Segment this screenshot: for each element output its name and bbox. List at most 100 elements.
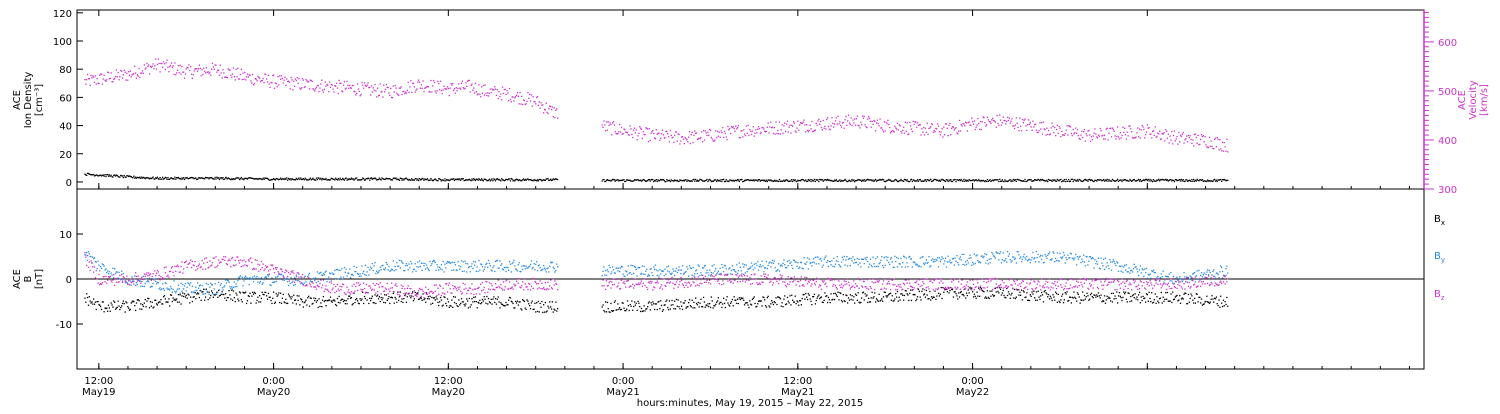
field-point-bx (172, 301, 173, 302)
field-point-bx (706, 305, 707, 306)
velocity-point (234, 76, 235, 77)
field-point-bx (180, 303, 181, 304)
field-point-by (691, 268, 692, 269)
field-point-by (86, 252, 87, 253)
field-point-by (249, 277, 250, 278)
field-point-bx (726, 299, 727, 300)
field-point-by (261, 277, 262, 278)
velocity-point (763, 128, 764, 129)
velocity-point (450, 83, 451, 84)
velocity-point (215, 65, 216, 66)
velocity-point (679, 143, 680, 144)
field-point-by (320, 272, 321, 273)
field-point-bx (1058, 294, 1059, 295)
field-point-by (190, 282, 191, 283)
velocity-point (779, 122, 780, 123)
field-point-by (422, 270, 423, 271)
field-point-by (653, 266, 654, 267)
field-point-by (734, 269, 735, 270)
velocity-point (1088, 130, 1089, 131)
field-point-bx (518, 304, 519, 305)
velocity-point (292, 89, 293, 90)
velocity-point (747, 133, 748, 134)
field-point-bx (1109, 298, 1110, 299)
velocity-point (602, 124, 603, 125)
field-point-bx (1030, 294, 1031, 295)
velocity-point (789, 127, 790, 128)
field-point-by (101, 268, 102, 269)
field-point-by (762, 265, 763, 266)
velocity-point (773, 133, 774, 134)
field-point-bx (969, 292, 970, 293)
velocity-point (833, 126, 834, 127)
field-point-bx (100, 306, 101, 307)
field-point-bx (1145, 302, 1146, 303)
date-tick-label: May20 (432, 387, 465, 398)
field-point-by (509, 261, 510, 262)
velocity-point (256, 80, 257, 81)
field-point-by (135, 285, 136, 286)
field-point-bx (806, 297, 807, 298)
field-point-by (747, 271, 748, 272)
velocity-point (283, 82, 284, 83)
field-point-bx (1086, 296, 1087, 297)
field-point-by (937, 257, 938, 258)
velocity-point (1031, 130, 1032, 131)
field-point-bx (618, 309, 619, 310)
velocity-point (1165, 129, 1166, 130)
velocity-point (774, 127, 775, 128)
density-point (1070, 181, 1071, 182)
field-point-by (140, 286, 141, 287)
field-point-by (396, 262, 397, 263)
density-point (316, 178, 317, 179)
velocity-point (243, 79, 244, 80)
field-point-bx (666, 299, 667, 300)
field-point-bx (765, 305, 766, 306)
velocity-point (867, 119, 868, 120)
field-point-bx (157, 304, 158, 305)
velocity-point (149, 73, 150, 74)
field-point-by (136, 282, 137, 283)
field-point-by (531, 260, 532, 261)
field-point-bx (164, 295, 165, 296)
field-point-bx (448, 301, 449, 302)
velocity-point (89, 78, 90, 79)
field-point-bx (1112, 301, 1113, 302)
density-point (655, 180, 656, 181)
velocity-point (710, 130, 711, 131)
field-point-bx (694, 307, 695, 308)
field-point-by (618, 268, 619, 269)
velocity-point (156, 68, 157, 69)
field-point-by (524, 265, 525, 266)
field-point-by (557, 266, 558, 267)
field-point-bx (1156, 296, 1157, 297)
field-point-bx (472, 301, 473, 302)
field-point-by (1022, 259, 1023, 260)
velocity-point (298, 78, 299, 79)
field-point-bx (1007, 295, 1008, 296)
density-point (916, 180, 917, 181)
field-point-bx (357, 300, 358, 301)
field-point-bx (338, 302, 339, 303)
density-point (1206, 181, 1207, 182)
velocity-point (940, 134, 941, 135)
density-point (652, 179, 653, 180)
velocity-point (911, 129, 912, 130)
velocity-point (282, 78, 283, 79)
velocity-point (526, 103, 527, 104)
field-point-by (810, 262, 811, 263)
field-point-bx (162, 303, 163, 304)
velocity-point (753, 126, 754, 127)
density-point (159, 179, 160, 180)
velocity-point (939, 131, 940, 132)
velocity-point (1008, 120, 1009, 121)
field-point-by (436, 264, 437, 265)
velocity-point (222, 69, 223, 70)
field-point-by (267, 274, 268, 275)
density-tick-label: 40 (59, 122, 72, 133)
field-point-bx (716, 302, 717, 303)
field-point-by (291, 277, 292, 278)
velocity-point (462, 81, 463, 82)
velocity-point (659, 140, 660, 141)
field-point-by (644, 266, 645, 267)
